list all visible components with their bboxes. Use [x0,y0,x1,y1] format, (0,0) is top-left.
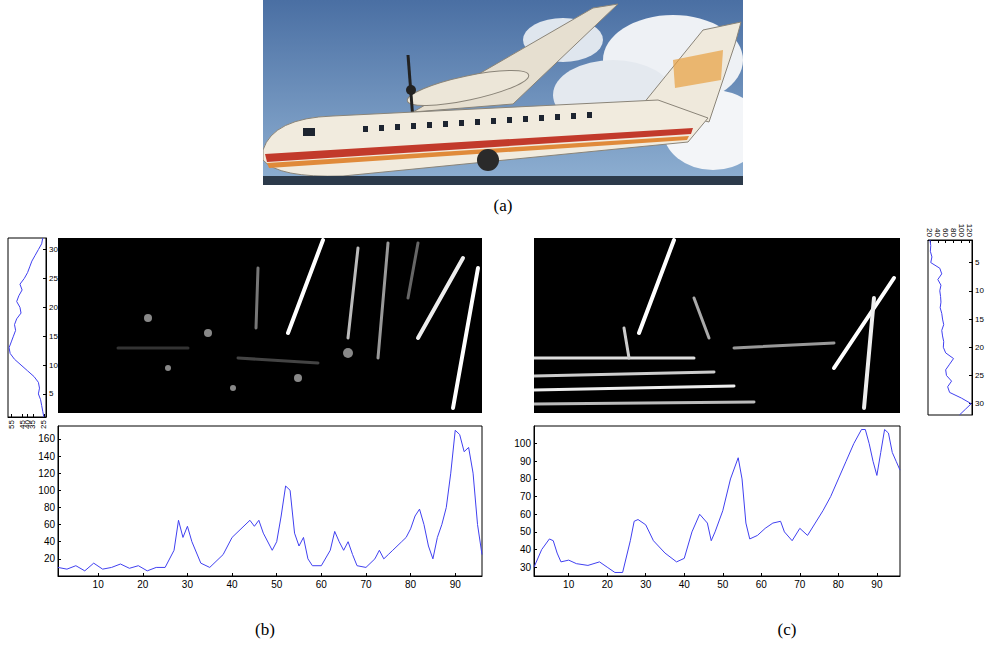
svg-text:90: 90 [871,579,883,590]
svg-text:80: 80 [520,473,532,484]
svg-text:40: 40 [227,579,239,590]
svg-text:60: 60 [520,509,532,520]
svg-text:60: 60 [756,579,768,590]
svg-text:20: 20 [975,343,984,352]
svg-text:20: 20 [44,553,56,564]
svg-text:25: 25 [975,371,984,380]
svg-text:30: 30 [520,562,532,573]
html-text:(c): (c) [777,620,797,639]
svg-text:40: 40 [23,420,32,429]
svg-text:35: 35 [28,420,38,429]
svg-text:55: 55 [7,419,16,428]
svg-text:25: 25 [49,274,58,283]
svg-text:25: 25 [39,419,48,428]
svg-text:40: 40 [44,536,56,547]
svg-text:45: 45 [18,419,27,428]
svg-text:140: 140 [38,451,55,462]
svg-text:15: 15 [975,315,984,324]
svg-text:70: 70 [360,579,372,590]
html-text:(a): (a) [493,196,513,215]
svg-text:80: 80 [833,579,845,590]
svg-text:30: 30 [49,245,58,254]
svg-text:80: 80 [405,579,417,590]
svg-text:60: 60 [44,519,56,530]
svg-text:100: 100 [514,438,531,449]
svg-text:30: 30 [975,399,984,408]
svg-text:10: 10 [563,579,575,590]
svg-text:40: 40 [520,544,532,555]
svg-text:5: 5 [975,258,980,267]
svg-text:40: 40 [679,579,691,590]
svg-text:70: 70 [520,491,532,502]
svg-text:90: 90 [450,579,462,590]
svg-text:60: 60 [316,579,328,590]
svg-text:50: 50 [717,579,729,590]
svg-text:10: 10 [975,286,984,295]
svg-text:100: 100 [38,485,55,496]
svg-text:10: 10 [49,361,58,370]
svg-text:20: 20 [925,228,934,237]
svg-text:160: 160 [38,433,55,444]
svg-text:90: 90 [520,456,532,467]
svg-text:120: 120 [38,468,55,479]
svg-text:50: 50 [271,579,283,590]
svg-text:60: 60 [941,228,950,237]
svg-text:10: 10 [93,579,105,590]
svg-text:120: 120 [965,224,974,238]
svg-text:30: 30 [182,579,194,590]
svg-text:20: 20 [49,303,58,312]
html-text:(b): (b) [255,620,275,639]
svg-text:5: 5 [49,389,54,398]
svg-text:100: 100 [957,224,966,238]
svg-text:20: 20 [137,579,149,590]
svg-text:20: 20 [602,579,614,590]
svg-text:80: 80 [44,502,56,513]
svg-text:30: 30 [640,579,652,590]
svg-text:70: 70 [794,579,806,590]
svg-text:15: 15 [49,332,58,341]
svg-text:40: 40 [933,228,942,237]
svg-text:50: 50 [520,526,532,537]
svg-text:80: 80 [949,228,958,237]
